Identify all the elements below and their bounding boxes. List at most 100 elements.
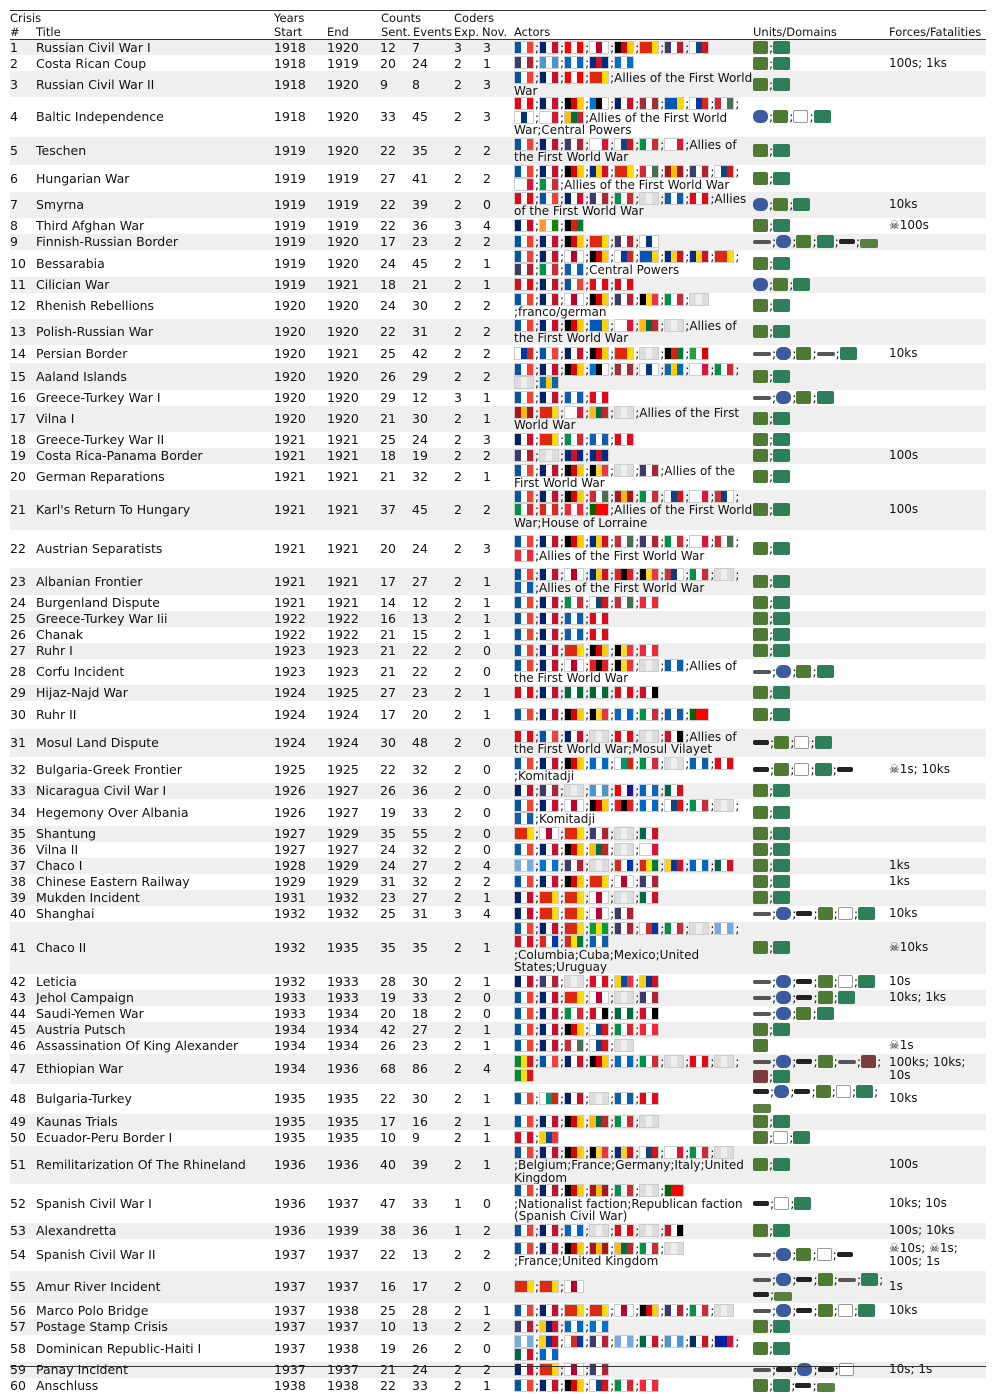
coder-nov: 3 — [483, 40, 514, 55]
start-year: 1920 — [274, 405, 327, 432]
flag-icon — [539, 376, 560, 389]
land-domain-icon — [753, 859, 768, 872]
separator: ; — [770, 1083, 775, 1099]
coder-nov: 0 — [483, 762, 491, 777]
info-domain-icon — [794, 736, 810, 749]
row-index: 54 — [10, 1247, 26, 1262]
crisis-title: Third Afghan War — [36, 218, 145, 233]
coder-exp: 2 — [454, 857, 483, 874]
crisis-title: Baltic Independence — [36, 109, 164, 125]
flag-icon — [689, 567, 710, 581]
flag-icon — [564, 1241, 585, 1255]
crisis-title: Costa Rican Coup — [36, 55, 147, 71]
table-row: 36 Vilna II 1927 1927 24 32 2 0;;;;;; — [10, 842, 986, 858]
warship-icon — [753, 1277, 771, 1282]
actors-cell: ;;;;;;; — [514, 40, 753, 55]
end-year: 1939 — [327, 1222, 380, 1239]
warship-icon — [753, 1059, 771, 1064]
forces-cell — [889, 405, 986, 432]
coder-exp: 2 — [454, 664, 462, 679]
separator: ; — [610, 1184, 615, 1198]
sentence-count: 38 — [380, 1222, 412, 1239]
flag-icon — [614, 56, 635, 70]
flag-icon — [614, 40, 635, 54]
crisis-table: 1 Russian Civil War I 1918 1920 12 7 3 3;;;;;;;… — [10, 40, 986, 1394]
separator: ; — [560, 729, 565, 744]
flag-icon — [639, 1334, 660, 1348]
flag-icon — [539, 535, 560, 548]
end-year: 1937 — [327, 1195, 359, 1211]
flag-icon — [589, 346, 610, 360]
land-domain-icon — [753, 1131, 768, 1144]
event-count: 13 — [412, 610, 454, 627]
forces-cell — [889, 799, 986, 826]
row-index: 15 — [10, 362, 36, 390]
flag-icon — [564, 1114, 585, 1128]
separator: ; — [813, 990, 818, 1005]
start-year: 1925 — [274, 762, 306, 777]
separator: ; — [685, 97, 690, 111]
separator: ; — [560, 71, 565, 85]
coder-exp: 2 — [454, 627, 462, 642]
actors-cell: ;;; — [514, 1318, 753, 1335]
separator: ; — [610, 40, 615, 55]
separator: ; — [853, 906, 859, 921]
flag-icon — [514, 1145, 534, 1159]
flag-icon — [564, 685, 585, 699]
separator: ; — [769, 76, 774, 92]
coder-exp: 2 — [454, 318, 483, 345]
event-count: 30 — [412, 405, 454, 432]
separator: ; — [853, 974, 859, 989]
separator: ; — [585, 783, 590, 798]
separator: ; — [560, 164, 565, 179]
flag-icon — [639, 535, 660, 548]
flag-icon — [664, 756, 685, 770]
troops-icon — [773, 503, 791, 516]
forces-cell: 10ks; 1ks — [889, 989, 986, 1006]
flag-icon — [614, 318, 635, 332]
land-domain-icon — [796, 1248, 812, 1261]
crisis-title: Aaland Islands — [36, 362, 274, 390]
sentence-count: 17 — [380, 707, 396, 722]
table-row: 29 Hijaz-Najd War 1924 1925 27 23 2 1;;;;;; — [10, 684, 986, 701]
units-cell: ;;; — [753, 659, 889, 685]
flag-icon — [514, 405, 534, 419]
separator: ; — [610, 489, 615, 504]
troops-icon — [839, 347, 857, 360]
separator: ; — [560, 191, 565, 206]
crisis-title: Teschen — [36, 136, 274, 165]
end-year: 1920 — [327, 405, 380, 432]
separator: ; — [610, 463, 615, 478]
table-row: 7 Smyrna 1919 1919 22 39 2 0;;;;;;; ;Allies of t… — [10, 191, 986, 218]
separator: ; — [660, 729, 665, 744]
start-year: 1918 — [274, 109, 306, 125]
flag-icon — [689, 535, 710, 548]
actors-text: ;Allies of the First World War — [514, 463, 736, 490]
separator: ; — [853, 1303, 859, 1318]
flag-icon — [714, 921, 735, 935]
flag-icon — [639, 783, 660, 797]
start-year: 1937 — [274, 1303, 306, 1318]
forces-cell — [889, 71, 986, 97]
flag-icon — [539, 890, 560, 904]
flag-icon — [514, 1055, 534, 1068]
flag-icon — [539, 1130, 560, 1144]
separator: ; — [772, 974, 777, 989]
coder-nov: 2 — [483, 298, 491, 313]
flag-icon — [564, 263, 585, 276]
row-index: 57 — [10, 1318, 36, 1335]
start-year: 1934 — [274, 1053, 327, 1084]
flag-icon — [639, 1378, 660, 1392]
event-count: 27 — [412, 857, 454, 874]
units-cell: ; — [753, 1335, 889, 1362]
separator: ; — [685, 1334, 690, 1349]
separator: ; — [769, 1130, 774, 1145]
separator: ; — [560, 463, 565, 478]
start-year: 1923 — [274, 642, 327, 659]
flag-icon — [539, 97, 560, 110]
forces-cell: 100s — [889, 489, 986, 530]
separator: ; — [792, 1303, 797, 1318]
flag-icon — [664, 292, 685, 306]
sentence-count: 22 — [380, 1247, 396, 1262]
event-count: 31 — [412, 318, 454, 345]
